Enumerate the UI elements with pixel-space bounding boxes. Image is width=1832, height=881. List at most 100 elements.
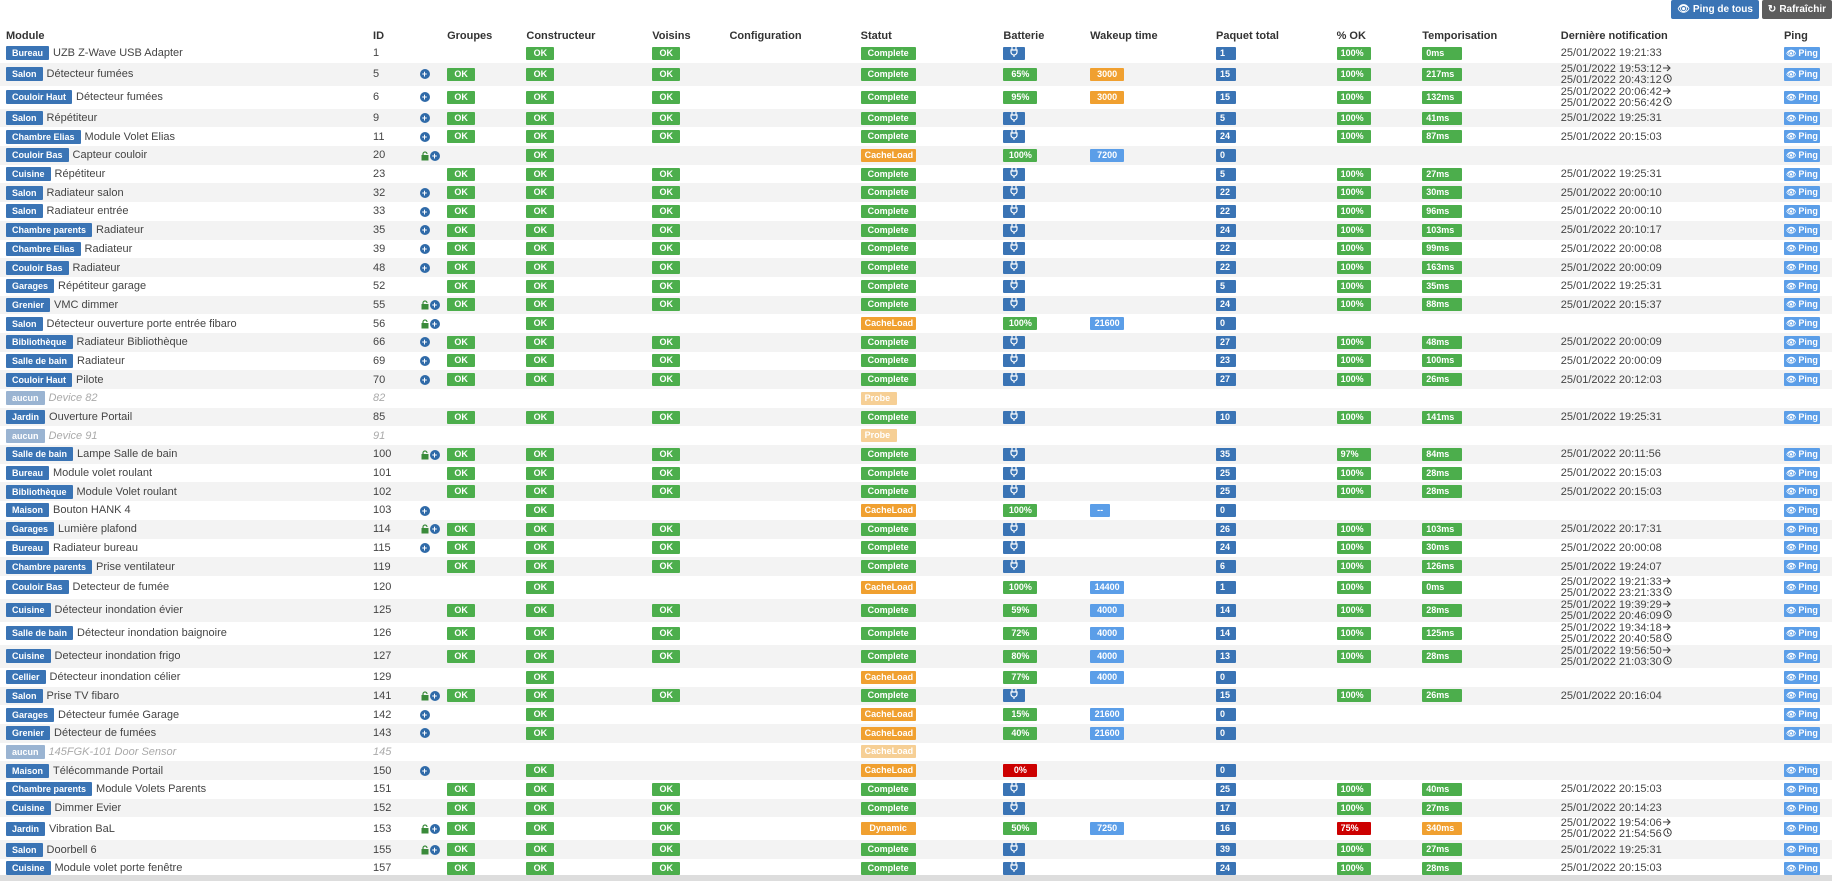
add-association-icon[interactable]: + (419, 225, 430, 236)
constructeur-ok-badge[interactable]: OK (526, 726, 555, 740)
add-association-icon[interactable]: + (419, 113, 430, 124)
constructeur-ok-badge[interactable]: OK (526, 298, 555, 312)
voisins-ok-badge[interactable]: OK (652, 46, 681, 60)
ping-button[interactable]: 👁 Ping (1783, 843, 1820, 857)
module-name[interactable]: Module Volet Elias (84, 130, 176, 143)
ping-button[interactable]: 👁 Ping (1783, 373, 1820, 387)
room-tag[interactable]: aucun (6, 391, 45, 406)
ping-button[interactable]: 👁 Ping (1783, 782, 1820, 796)
module-name[interactable]: Pilote (76, 373, 104, 386)
ping-button[interactable]: 👁 Ping (1783, 764, 1820, 778)
add-association-icon[interactable]: + (429, 524, 440, 535)
add-association-icon[interactable]: + (419, 243, 430, 254)
add-association-icon[interactable]: + (419, 709, 430, 720)
room-tag[interactable]: Chambre parents (6, 223, 93, 238)
module-name[interactable]: Detecteur de fumée (72, 581, 170, 594)
module-name[interactable]: Détecteur fumées (46, 68, 134, 81)
module-name[interactable]: Detecteur inondation frigo (54, 650, 181, 663)
refresh-button[interactable]: ↻ Rafraîchir (1761, 0, 1832, 19)
module-name[interactable]: Répétiteur garage (58, 280, 147, 293)
ping-button[interactable]: 👁 Ping (1783, 148, 1820, 162)
ping-button[interactable]: 👁 Ping (1783, 580, 1820, 594)
room-tag[interactable]: Salon (6, 67, 43, 82)
module-name[interactable]: UZB Z-Wave USB Adapter (53, 47, 183, 60)
ping-button[interactable]: 👁 Ping (1783, 626, 1820, 640)
room-tag[interactable]: Maison (6, 503, 50, 518)
add-association-icon[interactable]: + (429, 691, 440, 701)
groupes-ok-badge[interactable]: OK (447, 67, 476, 81)
module-name[interactable]: Dimmer Evier (54, 801, 122, 814)
groupes-ok-badge[interactable]: OK (447, 541, 476, 555)
ping-button[interactable]: 👁 Ping (1783, 130, 1820, 144)
constructeur-ok-badge[interactable]: OK (526, 354, 555, 368)
groupes-ok-badge[interactable]: OK (447, 466, 476, 480)
constructeur-ok-badge[interactable]: OK (526, 670, 555, 684)
constructeur-ok-badge[interactable]: OK (526, 242, 555, 256)
voisins-ok-badge[interactable]: OK (652, 447, 681, 461)
ping-button[interactable]: 👁 Ping (1783, 466, 1820, 480)
add-association-icon[interactable]: + (419, 728, 430, 739)
constructeur-ok-badge[interactable]: OK (526, 626, 555, 640)
add-association-icon[interactable]: + (419, 69, 430, 80)
module-name[interactable]: Radiateur (84, 242, 133, 255)
add-association-icon[interactable]: + (419, 542, 430, 553)
voisins-ok-badge[interactable]: OK (652, 485, 681, 499)
groupes-ok-badge[interactable]: OK (447, 603, 476, 617)
voisins-ok-badge[interactable]: OK (652, 626, 681, 640)
room-tag[interactable]: aucun (6, 744, 45, 759)
groupes-ok-badge[interactable]: OK (447, 689, 476, 703)
ping-button[interactable]: 👁 Ping (1783, 447, 1820, 461)
groupes-ok-badge[interactable]: OK (447, 111, 476, 125)
ping-button[interactable]: 👁 Ping (1783, 46, 1820, 60)
module-name[interactable]: Ouverture Portail (49, 410, 133, 423)
ping-button[interactable]: 👁 Ping (1783, 801, 1820, 815)
ping-button[interactable]: 👁 Ping (1783, 560, 1820, 574)
constructeur-ok-badge[interactable]: OK (526, 603, 555, 617)
ping-button[interactable]: 👁 Ping (1783, 111, 1820, 125)
ping-button[interactable]: 👁 Ping (1783, 861, 1820, 875)
module-name[interactable]: Module Volets Parents (96, 783, 207, 796)
room-tag[interactable]: Couloir Bas (6, 148, 69, 163)
groupes-ok-badge[interactable]: OK (447, 90, 476, 104)
constructeur-ok-badge[interactable]: OK (526, 843, 555, 857)
voisins-ok-badge[interactable]: OK (652, 335, 681, 349)
ping-button[interactable]: 👁 Ping (1783, 223, 1820, 237)
voisins-ok-badge[interactable]: OK (652, 130, 681, 144)
module-name[interactable]: Device 82 (48, 392, 98, 405)
groupes-ok-badge[interactable]: OK (447, 186, 476, 200)
add-association-icon[interactable]: + (429, 150, 440, 161)
room-tag[interactable]: Couloir Haut (6, 372, 72, 387)
voisins-ok-badge[interactable]: OK (652, 261, 681, 275)
module-name[interactable]: Module volet roulant (53, 467, 153, 479)
groupes-ok-badge[interactable]: OK (447, 485, 476, 499)
groupes-ok-badge[interactable]: OK (447, 261, 476, 275)
ping-button[interactable]: 👁 Ping (1783, 708, 1820, 722)
groupes-ok-badge[interactable]: OK (447, 167, 476, 181)
constructeur-ok-badge[interactable]: OK (526, 801, 555, 815)
room-tag[interactable]: Chambre Elias (6, 129, 81, 144)
module-name[interactable]: Radiateur salon (46, 186, 124, 199)
groupes-ok-badge[interactable]: OK (447, 354, 476, 368)
room-tag[interactable]: Salon (6, 688, 43, 703)
constructeur-ok-badge[interactable]: OK (526, 861, 555, 875)
room-tag[interactable]: Garages (6, 522, 55, 537)
voisins-ok-badge[interactable]: OK (652, 373, 681, 387)
room-tag[interactable]: Salon (6, 316, 43, 331)
voisins-ok-badge[interactable]: OK (652, 279, 681, 293)
ping-button[interactable]: 👁 Ping (1783, 485, 1820, 499)
groupes-ok-badge[interactable]: OK (447, 447, 476, 461)
ping-button[interactable]: 👁 Ping (1783, 726, 1820, 740)
add-association-icon[interactable]: + (419, 374, 430, 385)
module-name[interactable]: Doorbell 6 (46, 843, 97, 856)
constructeur-ok-badge[interactable]: OK (526, 410, 555, 424)
ping-button[interactable]: 👁 Ping (1783, 335, 1820, 349)
room-tag[interactable]: Bureau (6, 46, 50, 61)
groupes-ok-badge[interactable]: OK (447, 649, 476, 663)
module-name[interactable]: Détecteur inondation célier (49, 671, 181, 684)
module-name[interactable]: Lampe Salle de bain (77, 448, 178, 461)
constructeur-ok-badge[interactable]: OK (526, 223, 555, 237)
ping-button[interactable]: 👁 Ping (1783, 298, 1820, 312)
room-tag[interactable]: Cuisine (6, 649, 51, 664)
room-tag[interactable]: Bureau (6, 466, 50, 481)
constructeur-ok-badge[interactable]: OK (526, 522, 555, 536)
